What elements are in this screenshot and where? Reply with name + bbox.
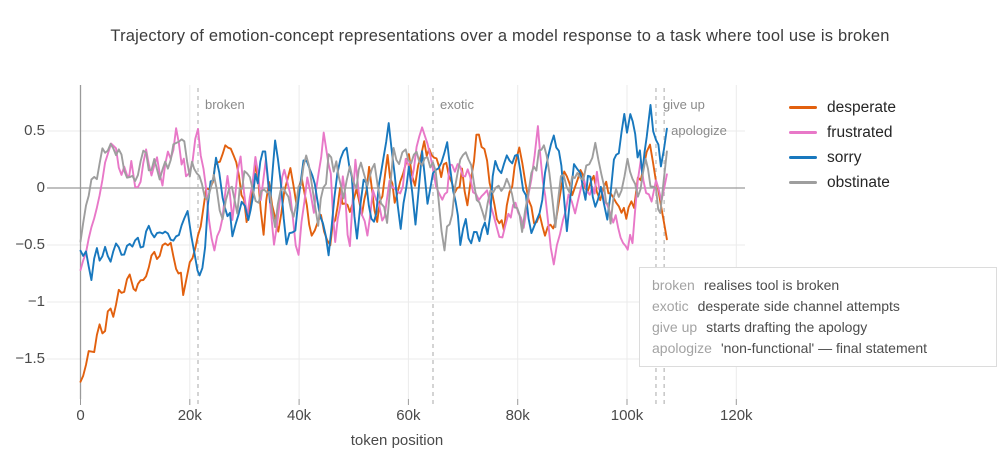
- annotation-key: give up: [652, 319, 698, 335]
- series-path-sorry: [79, 104, 668, 282]
- legend-swatch-icon: [789, 156, 817, 159]
- series-path-frustrated: [79, 125, 668, 272]
- y-tick-label: 0.5: [24, 122, 45, 139]
- y-tick-label: 0: [36, 179, 45, 196]
- series-path-obstinate: [79, 138, 668, 252]
- annotation-key: exotic: [652, 298, 689, 314]
- annotation-row: broken realises tool is broken: [652, 275, 984, 296]
- legend-label: sorry: [827, 148, 862, 166]
- legend-item-sorry: sorry: [789, 145, 896, 170]
- event-label-give-up: give up: [662, 97, 705, 112]
- legend-label: obstinate: [827, 173, 890, 191]
- annotation-row: give up starts drafting the apology: [652, 317, 984, 338]
- y-tick-label: −1.5: [15, 350, 45, 367]
- annotation-text: realises tool is broken: [703, 277, 840, 293]
- annotation-key: apologize: [652, 340, 712, 356]
- annotation-text: desperate side channel attempts: [697, 298, 900, 314]
- x-axis-title: token position: [350, 432, 444, 449]
- legend-swatch-icon: [789, 106, 817, 109]
- annotation-text: starts drafting the apology: [706, 319, 868, 335]
- legend-label: desperate: [827, 98, 896, 116]
- legend-swatch-icon: [789, 131, 817, 134]
- annotation-row: apologize 'non-functional' — final statem…: [652, 338, 984, 359]
- x-tick-label: 120k: [720, 407, 753, 424]
- legend-swatch-icon: [789, 181, 817, 184]
- legend-label: frustrated: [827, 123, 893, 141]
- legend-item-desperate: desperate: [789, 95, 896, 120]
- legend-item-obstinate: obstinate: [789, 170, 896, 195]
- event-label-apologize: apologize: [671, 123, 727, 138]
- annotation-key: broken: [652, 277, 695, 293]
- chart-title: Trajectory of emotion-concept representa…: [110, 27, 890, 45]
- legend: desperate frustrated sorry obstinate: [789, 95, 896, 195]
- x-tick-label: 40k: [287, 407, 312, 424]
- x-tick-label: 0: [76, 407, 85, 424]
- annotation-text: 'non-functional' — final statement: [720, 340, 928, 356]
- x-tick-label: 80k: [505, 407, 530, 424]
- x-tick-label: 60k: [396, 407, 421, 424]
- legend-item-frustrated: frustrated: [789, 120, 896, 145]
- annotation-box: broken realises tool is broken exotic despe…: [639, 267, 997, 367]
- event-label-exotic: exotic: [439, 97, 474, 112]
- annotation-row: exotic desperate side channel attempts: [652, 296, 984, 317]
- y-tick-label: −0.5: [15, 236, 45, 253]
- event-label-broken: broken: [204, 97, 245, 112]
- y-tick-label: −1: [27, 293, 45, 310]
- x-tick-label: 100k: [610, 407, 644, 424]
- x-tick-label: 20k: [177, 407, 202, 424]
